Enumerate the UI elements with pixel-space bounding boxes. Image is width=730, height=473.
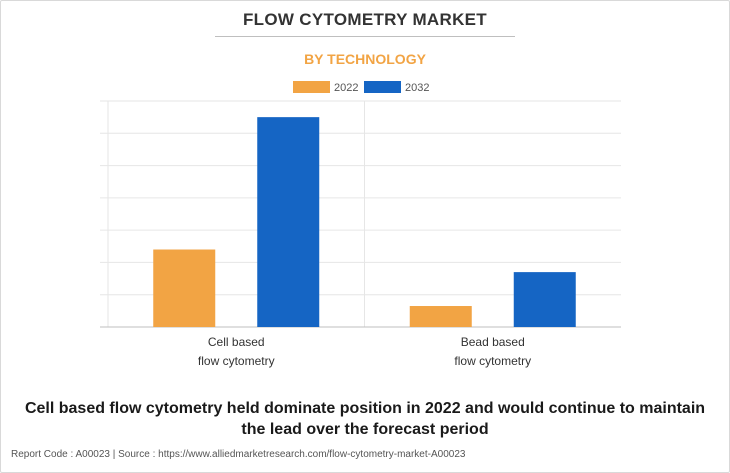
chart-title: FLOW CYTOMETRY MARKET (243, 10, 487, 29)
bar-chart: Cell based flow cytometry Bead based flow c… (100, 81, 621, 368)
x-tick-label: Bead based (461, 335, 525, 349)
bar-2032-2 (513, 272, 576, 327)
report-footer: Report Code : A00023 | Source : https://… (11, 449, 466, 460)
x-tick-label: Cell based (208, 335, 265, 349)
caption-line-2: the lead over the forecast period (241, 421, 489, 438)
chart-subtitle: BY TECHNOLOGY (304, 51, 426, 67)
legend-swatch-2032 (364, 81, 401, 93)
caption-line-1: Cell based flow cytometry held dominate … (24, 400, 706, 417)
x-tick-label: flow cytometry (454, 354, 531, 368)
bar-2022-1 (153, 249, 216, 327)
bar-2022-2 (409, 306, 472, 327)
title-divider (215, 36, 515, 37)
legend-swatch-2022 (293, 81, 330, 93)
chart-caption: Cell based flow cytometry held dominate … (0, 398, 730, 440)
bar-2032-1 (257, 117, 320, 328)
legend-label-2022: 2022 (334, 82, 358, 94)
x-tick-label: flow cytometry (198, 354, 275, 368)
legend-label-2032: 2032 (405, 82, 429, 94)
